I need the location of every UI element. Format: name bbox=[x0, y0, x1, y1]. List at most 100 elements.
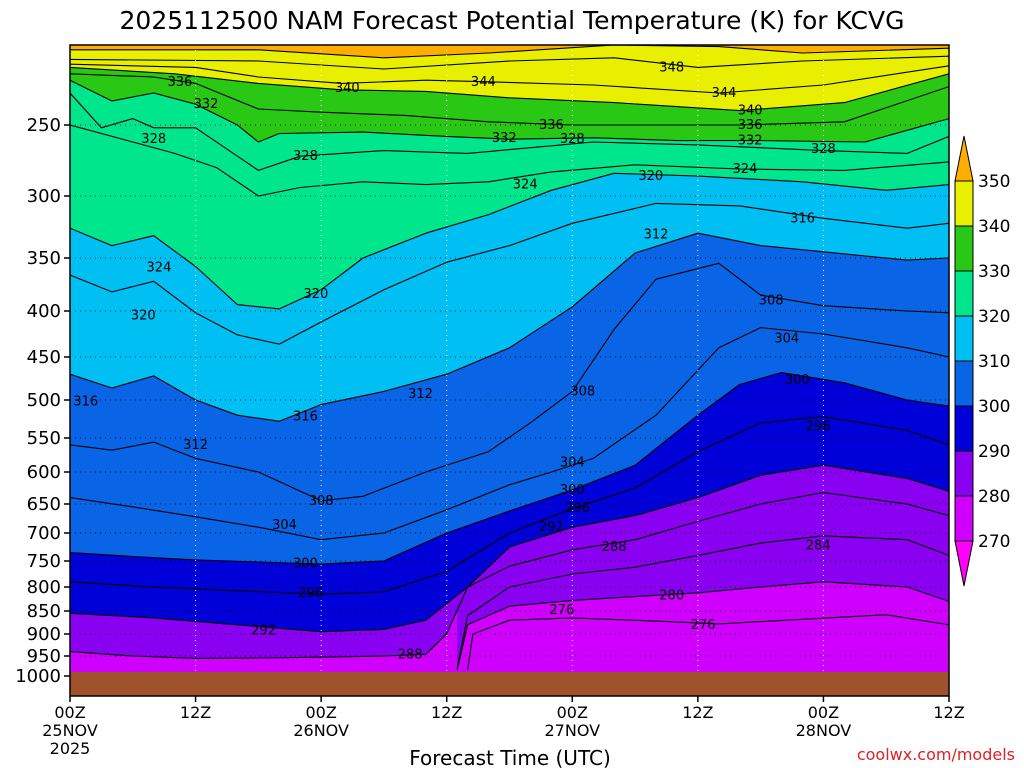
isentrope-284 bbox=[456, 535, 949, 669]
contour-label: 332 bbox=[492, 131, 517, 146]
colorbar-swatch bbox=[954, 225, 974, 272]
colorbar-swatch bbox=[954, 270, 974, 317]
isentrope-348 bbox=[70, 55, 949, 70]
chart-title: 2025112500 NAM Forecast Potential Temper… bbox=[120, 6, 905, 35]
contour-label: 320 bbox=[638, 169, 663, 184]
contour-label: 312 bbox=[644, 227, 669, 242]
contour-label: 320 bbox=[131, 309, 156, 324]
contour-label: 304 bbox=[774, 332, 799, 347]
y-axis: 2503003504004505005506006507007508008509… bbox=[15, 115, 70, 687]
y-tick-label: 900 bbox=[27, 624, 61, 645]
isentrope-336 bbox=[70, 73, 949, 126]
isentrope-320 bbox=[70, 172, 949, 310]
x-tick-label: 12Z bbox=[431, 703, 462, 722]
y-tick-label: 350 bbox=[27, 248, 61, 269]
contour-label: 344 bbox=[712, 86, 737, 101]
contour-label: 304 bbox=[560, 455, 585, 470]
contour-label: 320 bbox=[303, 287, 328, 302]
y-tick-label: 700 bbox=[27, 523, 61, 544]
y-tick-label: 250 bbox=[27, 115, 61, 136]
contour-label: 304 bbox=[272, 518, 297, 533]
isentrope-324 bbox=[70, 124, 949, 197]
contour-label: 336 bbox=[539, 118, 564, 133]
colorbar-label: 300 bbox=[978, 397, 1010, 417]
contour-label: 292 bbox=[539, 520, 564, 535]
contour-label: 296 bbox=[298, 586, 323, 601]
contour-label: 284 bbox=[806, 538, 831, 553]
isentrope-312 bbox=[70, 232, 949, 422]
contour-label: 348 bbox=[659, 60, 684, 75]
contour-label: 328 bbox=[811, 142, 836, 157]
contour-label: 296 bbox=[806, 420, 831, 435]
y-tick-label: 650 bbox=[27, 494, 61, 515]
plot-frame bbox=[69, 44, 950, 697]
contour-label: 332 bbox=[738, 134, 763, 149]
contour-label: 288 bbox=[398, 648, 423, 663]
contour-label: 312 bbox=[183, 438, 208, 453]
isentrope-292 bbox=[70, 464, 949, 633]
contour-label: 308 bbox=[309, 494, 334, 509]
contour-label: 308 bbox=[759, 293, 784, 308]
contour-label: 312 bbox=[408, 387, 433, 402]
contour-label: 344 bbox=[471, 75, 496, 90]
contour-label: 316 bbox=[293, 410, 318, 425]
x-tick-label: 00Z bbox=[808, 703, 839, 722]
colorbar-label: 280 bbox=[978, 487, 1010, 507]
contour-label: 292 bbox=[251, 623, 276, 638]
colorbar-label: 350 bbox=[978, 172, 1010, 192]
contour-label: 280 bbox=[659, 589, 684, 604]
contour-label: 340 bbox=[335, 81, 360, 96]
y-tick-label: 500 bbox=[27, 390, 61, 411]
contour-label: 276 bbox=[691, 618, 716, 633]
isentrope-304 bbox=[70, 327, 949, 541]
colorbar-label: 290 bbox=[978, 442, 1010, 462]
colorbar-swatch bbox=[954, 405, 974, 452]
x-tick-label: 28NOV bbox=[796, 721, 852, 740]
source-credit: coolwx.com/models bbox=[857, 745, 1015, 764]
x-axis-title: Forecast Time (UTC) bbox=[409, 746, 611, 768]
colorbar-label: 340 bbox=[978, 217, 1010, 237]
x-tick-label: 12Z bbox=[180, 703, 211, 722]
isentrope-344 bbox=[70, 63, 949, 94]
contour-label: 328 bbox=[293, 149, 318, 164]
x-tick-label: 00Z bbox=[557, 703, 588, 722]
contour-label: 308 bbox=[570, 384, 595, 399]
x-tick-label: 25NOV bbox=[42, 721, 98, 740]
y-tick-label: 750 bbox=[27, 551, 61, 572]
isentrope-308 bbox=[70, 262, 949, 502]
y-tick-label: 450 bbox=[27, 347, 61, 368]
y-tick-label: 850 bbox=[27, 601, 61, 622]
colorbar-swatch bbox=[954, 360, 974, 407]
contour-label: 316 bbox=[73, 395, 98, 410]
isentrope-300 bbox=[70, 371, 949, 565]
colorbar-label: 310 bbox=[978, 352, 1010, 372]
contour-label: 324 bbox=[147, 261, 172, 276]
y-tick-label: 550 bbox=[27, 428, 61, 449]
y-tick-label: 1000 bbox=[15, 666, 61, 687]
contour-label: 288 bbox=[602, 540, 627, 555]
x-tick-label: 12Z bbox=[933, 703, 964, 722]
colorbar-swatch bbox=[954, 315, 974, 362]
contour-label: 328 bbox=[141, 132, 166, 147]
y-tick-label: 300 bbox=[27, 186, 61, 207]
contour-label: 336 bbox=[738, 118, 763, 133]
contour-label: 340 bbox=[738, 104, 763, 119]
contour-label: 316 bbox=[790, 211, 815, 226]
isentrope-296 bbox=[70, 416, 949, 595]
contour-label: 300 bbox=[293, 557, 318, 572]
isentrope-276 bbox=[467, 614, 949, 671]
contour-label: 324 bbox=[513, 178, 538, 193]
x-tick-label: 00Z bbox=[305, 703, 336, 722]
y-tick-label: 600 bbox=[27, 462, 61, 483]
terrain-band bbox=[70, 672, 949, 696]
x-tick-label: 26NOV bbox=[293, 721, 349, 740]
contour-label: 336 bbox=[167, 75, 192, 90]
colorbar-swatch bbox=[954, 180, 974, 227]
isentrope-280 bbox=[456, 581, 949, 671]
contour-label: 300 bbox=[785, 373, 810, 388]
x-tick-label: 00Z bbox=[54, 703, 85, 722]
x-tick-label: 27NOV bbox=[544, 721, 600, 740]
